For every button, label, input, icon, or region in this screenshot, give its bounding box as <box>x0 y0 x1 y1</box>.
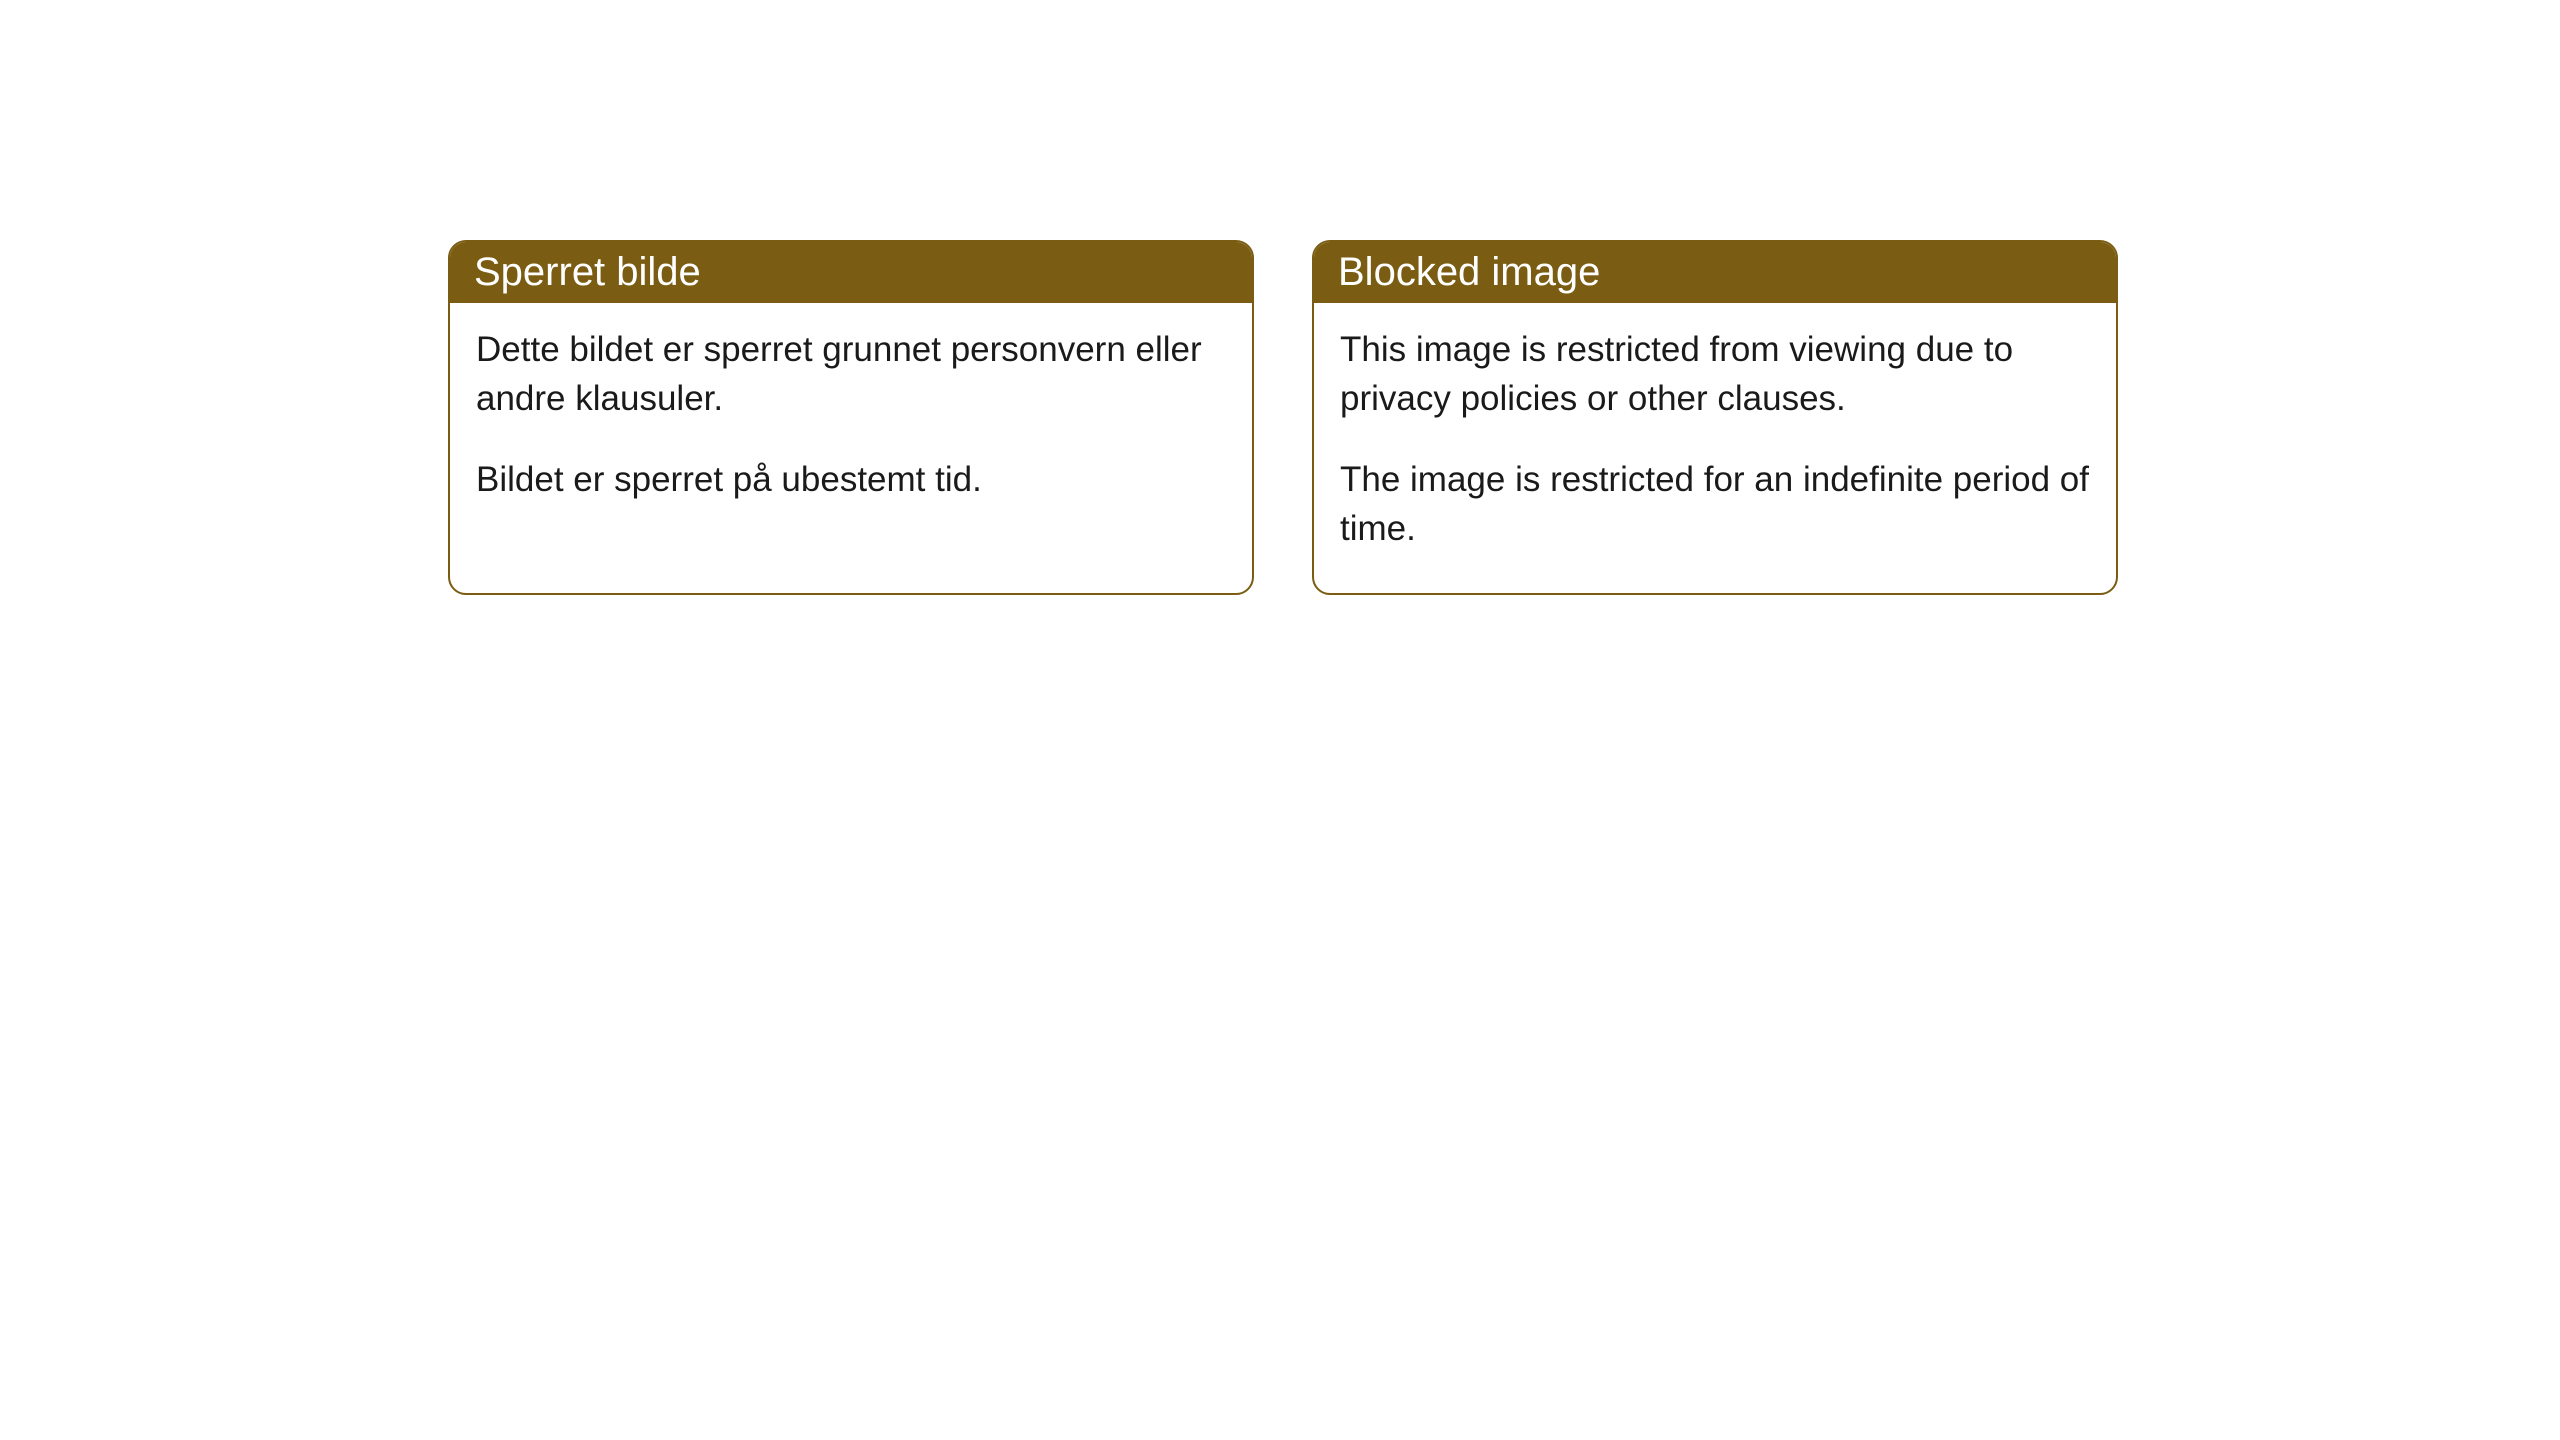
card-paragraph: Bildet er sperret på ubestemt tid. <box>476 455 1226 504</box>
card-header: Sperret bilde <box>450 242 1252 303</box>
card-title: Blocked image <box>1338 250 1600 294</box>
notice-card-english: Blocked image This image is restricted f… <box>1312 240 2118 595</box>
notice-card-norwegian: Sperret bilde Dette bildet er sperret gr… <box>448 240 1254 595</box>
card-paragraph: Dette bildet er sperret grunnet personve… <box>476 325 1226 423</box>
notice-cards-container: Sperret bilde Dette bildet er sperret gr… <box>448 240 2118 595</box>
card-title: Sperret bilde <box>474 250 701 294</box>
card-header: Blocked image <box>1314 242 2116 303</box>
card-body: Dette bildet er sperret grunnet personve… <box>450 303 1252 544</box>
card-paragraph: The image is restricted for an indefinit… <box>1340 455 2090 553</box>
card-body: This image is restricted from viewing du… <box>1314 303 2116 593</box>
card-paragraph: This image is restricted from viewing du… <box>1340 325 2090 423</box>
